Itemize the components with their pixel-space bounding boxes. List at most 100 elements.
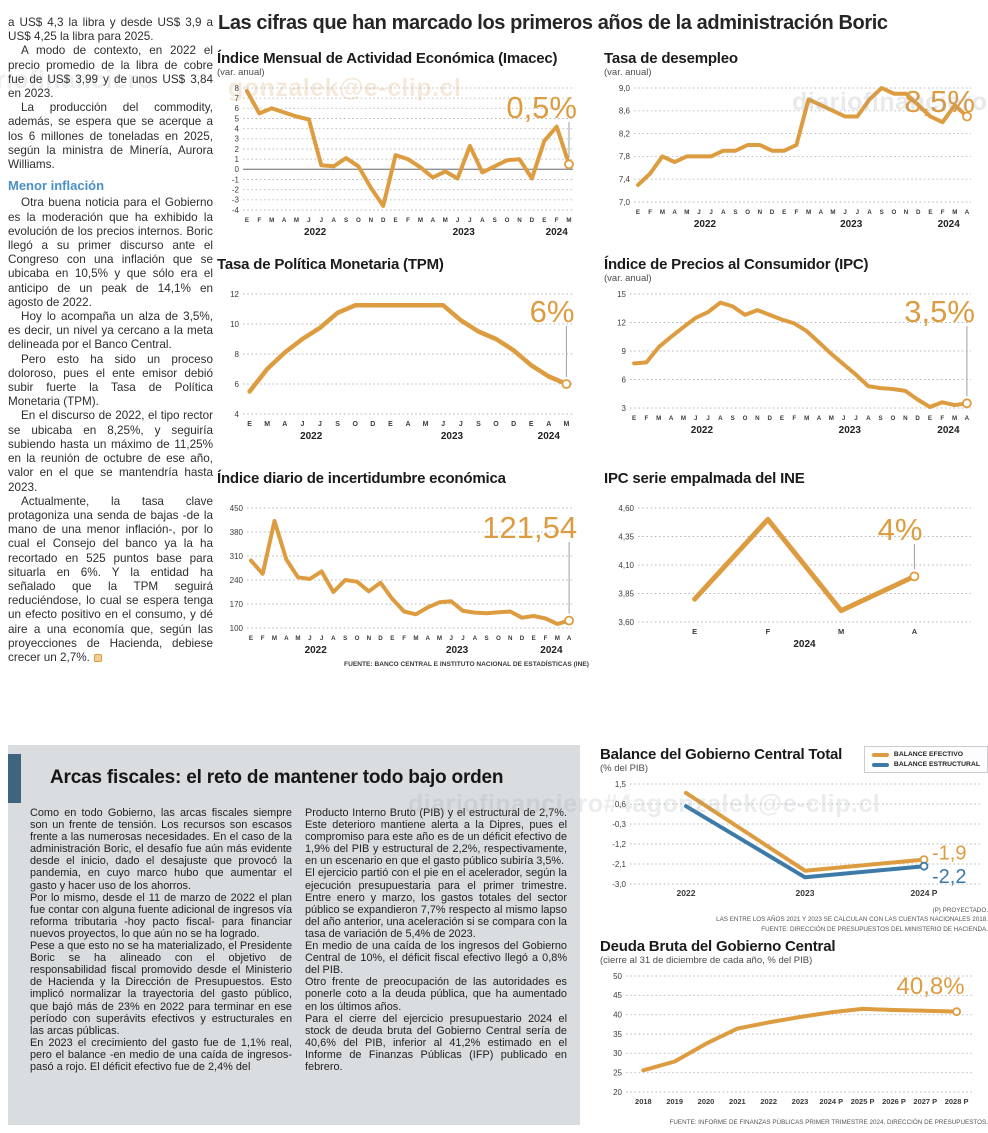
svg-text:170: 170	[230, 600, 244, 609]
svg-text:1: 1	[235, 155, 240, 164]
svg-text:2024 P: 2024 P	[819, 1097, 843, 1106]
svg-text:E: E	[390, 635, 394, 642]
svg-text:E: E	[245, 217, 249, 224]
svg-text:N: N	[904, 209, 909, 216]
paragraph: A modo de contexto, en 2022 el precio pr…	[8, 44, 213, 101]
svg-text:12: 12	[617, 318, 626, 327]
svg-text:8,5%: 8,5%	[904, 84, 975, 119]
svg-text:M: M	[295, 635, 300, 642]
svg-text:M: M	[656, 415, 661, 422]
svg-text:F: F	[406, 217, 410, 224]
svg-text:2024: 2024	[546, 227, 569, 238]
svg-text:1,5: 1,5	[615, 780, 627, 789]
svg-text:9,0: 9,0	[619, 84, 631, 93]
svg-text:5: 5	[235, 114, 240, 123]
svg-text:J: J	[307, 217, 311, 224]
svg-text:2023: 2023	[441, 431, 464, 442]
svg-text:E: E	[532, 635, 536, 642]
paragraph: Actualmente, la tasa clave protagoniza u…	[8, 494, 213, 664]
svg-text:J: J	[694, 415, 698, 422]
svg-text:J: J	[320, 217, 324, 224]
chart-title: Índice diario de incertidumbre económica	[217, 470, 506, 487]
svg-text:450: 450	[230, 504, 244, 513]
paragraph: Por lo mismo, desde el 11 de marzo de 20…	[30, 891, 292, 940]
paragraph: Pero esto ha sido un proceso doloroso, p…	[8, 352, 213, 409]
svg-text:E: E	[247, 421, 252, 428]
svg-text:2018: 2018	[635, 1097, 652, 1106]
svg-text:E: E	[632, 415, 636, 422]
article-paragraphs-top: a US$ 4,3 la libra y desde US$ 3,9 a US$…	[8, 16, 213, 172]
svg-text:20: 20	[613, 1088, 622, 1097]
svg-text:D: D	[511, 421, 516, 428]
svg-text:-4: -4	[232, 206, 240, 215]
svg-text:-1: -1	[232, 175, 240, 184]
svg-text:2024 P: 2024 P	[911, 888, 938, 898]
chart-subtitle: (cierre al 31 de diciembre de cada año, …	[600, 955, 813, 966]
chart-canvas: 450 380 310 240 170 100 E F M A M J J A S O N D E F M A M J J A S O…	[217, 500, 589, 658]
chart-canvas: 8 7 6 5 4 3 2 1 0 -1 -2 -3 -4 E F M A M J J A S O N D E F M A M J J A S O N…	[217, 80, 589, 240]
svg-text:A: A	[721, 209, 726, 216]
svg-text:A: A	[912, 627, 918, 636]
svg-text:S: S	[731, 415, 735, 422]
paragraph: En medio de una caída de los ingresos de…	[305, 940, 567, 977]
svg-text:2022: 2022	[305, 645, 328, 656]
svg-text:M: M	[566, 217, 571, 224]
svg-text:2023: 2023	[796, 888, 815, 898]
svg-text:M: M	[952, 209, 957, 216]
svg-text:J: J	[461, 635, 465, 642]
svg-text:F: F	[645, 415, 649, 422]
legend-swatch-estructural	[871, 762, 889, 767]
svg-text:A: A	[669, 415, 674, 422]
svg-text:12: 12	[230, 290, 239, 299]
svg-text:2023: 2023	[839, 425, 862, 436]
paragraph: Para el cierre del ejercicio presupuesta…	[305, 1012, 567, 1073]
svg-text:2: 2	[235, 145, 240, 154]
svg-text:A: A	[480, 217, 485, 224]
chart-subtitle: (var. anual)	[604, 67, 652, 78]
svg-text:380: 380	[230, 528, 244, 537]
svg-text:O: O	[356, 217, 361, 224]
chart-tpm: Tasa de Política Monetaria (TPM) 12 10 8 6 4…	[217, 256, 589, 444]
svg-text:7,0: 7,0	[619, 198, 631, 207]
svg-text:D: D	[915, 415, 920, 422]
svg-text:D: D	[520, 635, 525, 642]
svg-text:M: M	[555, 635, 560, 642]
chart-subtitle: (var. anual)	[217, 67, 265, 78]
svg-text:S: S	[733, 209, 737, 216]
svg-text:D: D	[378, 635, 383, 642]
fiscal-headline: Arcas fiscales: el reto de mantener todo…	[50, 767, 504, 788]
svg-text:J: J	[706, 415, 710, 422]
svg-text:M: M	[830, 209, 835, 216]
chart-balance: Balance del Gobierno Central Total (% de…	[600, 746, 988, 934]
svg-text:2023: 2023	[840, 219, 863, 230]
svg-text:3,60: 3,60	[618, 618, 634, 627]
paragraph: La producción del commodity, además, se …	[8, 101, 213, 172]
svg-text:A: A	[473, 635, 478, 642]
footnote: LAS ENTRE LOS AÑOS 2021 Y 2023 SE CALCUL…	[716, 916, 988, 924]
paragraph: En el discurso de 2022, el tipo rector s…	[8, 409, 213, 494]
svg-text:2022: 2022	[760, 1097, 777, 1106]
svg-text:M: M	[418, 217, 423, 224]
fiscal-column-2: Producto Interno Bruto (PIB) y el estruc…	[305, 807, 567, 1073]
svg-text:A: A	[431, 217, 436, 224]
svg-text:O: O	[891, 209, 896, 216]
svg-text:100: 100	[230, 624, 244, 633]
svg-text:M: M	[681, 415, 686, 422]
svg-text:8: 8	[235, 84, 240, 93]
svg-text:E: E	[636, 209, 640, 216]
footnote: FUENTE: DIRECCIÓN DE PRESUPUESTOS DEL MI…	[761, 925, 988, 933]
paragraph: Otro frente de preocupación de las autor…	[305, 976, 567, 1013]
page-title: Las cifras que han marcado los primeros …	[218, 12, 888, 34]
svg-text:2025 P: 2025 P	[851, 1097, 875, 1106]
svg-text:F: F	[402, 635, 406, 642]
svg-text:O: O	[745, 209, 750, 216]
svg-text:M: M	[684, 209, 689, 216]
svg-text:J: J	[449, 635, 453, 642]
article-end-icon	[93, 653, 102, 662]
fiscal-columns: Como en todo Gobierno, las arcas fiscale…	[30, 807, 568, 1073]
svg-text:50: 50	[613, 972, 622, 981]
svg-text:2024: 2024	[937, 425, 960, 436]
svg-text:2024: 2024	[538, 431, 561, 442]
svg-text:3: 3	[622, 404, 627, 413]
chart-footnote: FUENTE: INFORME DE FINANZAS PÚBLICAS PRI…	[669, 1119, 988, 1126]
